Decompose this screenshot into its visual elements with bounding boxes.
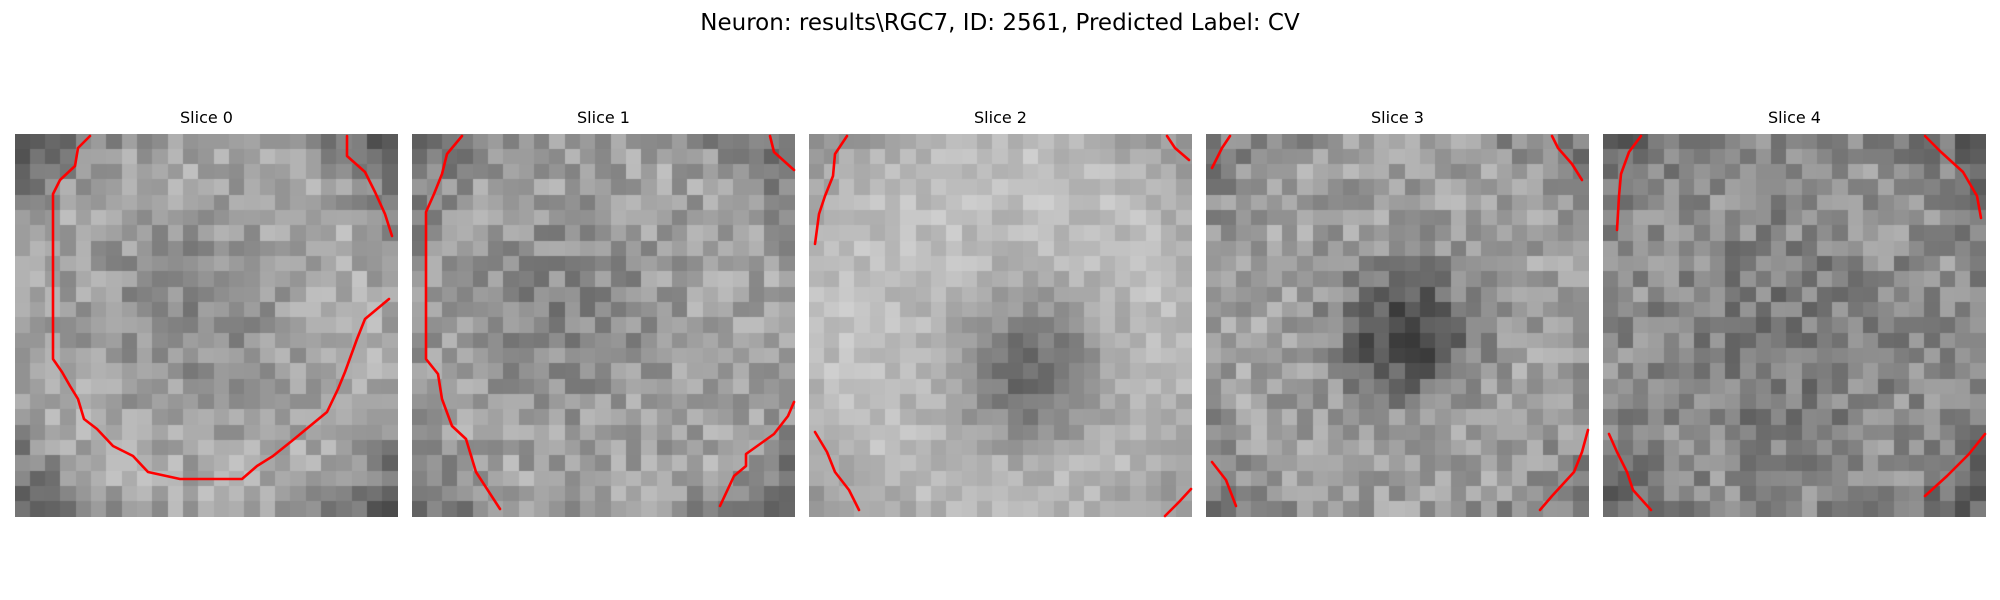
slice-title: Slice 0 <box>180 108 233 127</box>
slice-panel-0: Slice 0 <box>15 108 398 518</box>
slice-panel-3: Slice 3 <box>1206 108 1590 518</box>
slice-image <box>1603 134 1986 517</box>
slice-panel-1: Slice 1 <box>412 108 796 518</box>
slice-image <box>1206 134 1589 517</box>
slice-image <box>412 134 795 517</box>
slice-title: Slice 4 <box>1768 108 1821 127</box>
slice-title: Slice 3 <box>1371 108 1424 127</box>
slice-title: Slice 1 <box>577 108 630 127</box>
slice-panel-2: Slice 2 <box>809 108 1193 518</box>
slice-panels: Slice 0 Slice 1 Slice 2 Slice 3 <box>15 108 1987 518</box>
slice-image <box>809 134 1192 517</box>
figure-title: Neuron: results\RGC7, ID: 2561, Predicte… <box>700 10 1300 36</box>
slice-panel-4: Slice 4 <box>1603 108 1987 518</box>
slice-image <box>15 134 398 517</box>
slice-title: Slice 2 <box>974 108 1027 127</box>
